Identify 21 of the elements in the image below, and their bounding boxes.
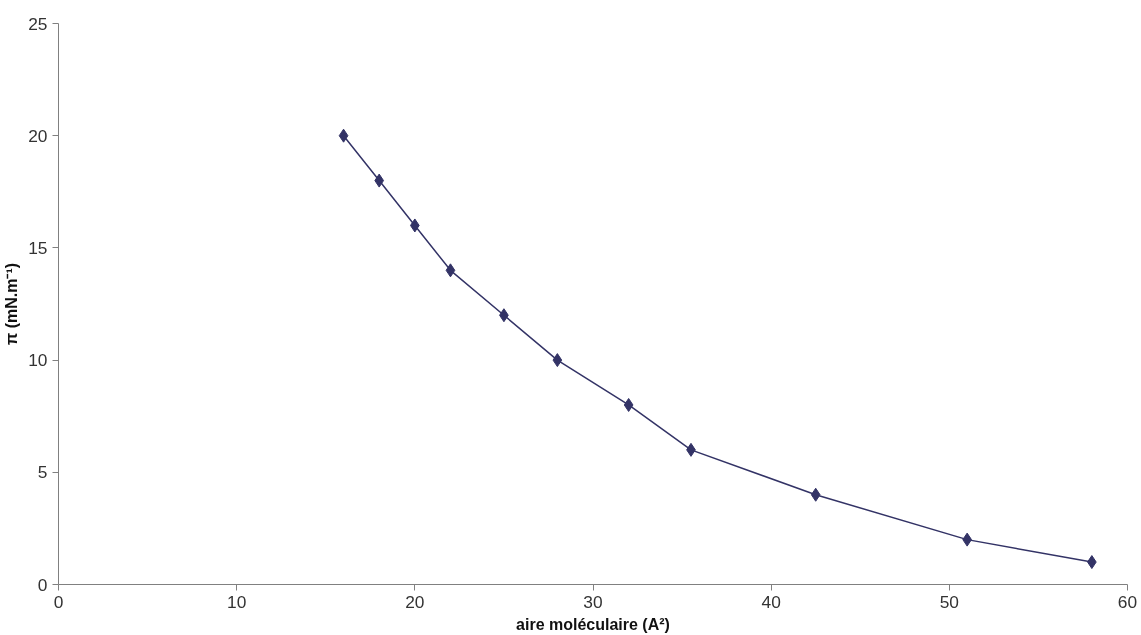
y-tick-label: 20 xyxy=(28,125,48,146)
point xyxy=(445,263,456,278)
y-tick-label: 10 xyxy=(28,350,48,371)
y-axis-title: π (mN.m⁻¹) xyxy=(3,262,21,346)
x-tick-label: 30 xyxy=(583,591,603,612)
x-tick-label: 0 xyxy=(53,591,64,612)
x-axis-title: aire moléculaire (A²) xyxy=(516,615,670,633)
x-tick-label: 50 xyxy=(939,591,959,612)
y-tick-label: 25 xyxy=(28,13,48,34)
y-tick-label: 15 xyxy=(28,237,48,258)
x-tick-label: 60 xyxy=(1117,591,1138,612)
point xyxy=(810,487,821,502)
point xyxy=(374,173,385,188)
y-tick-label: 0 xyxy=(37,574,48,595)
x-tick-label: 20 xyxy=(405,591,425,612)
point xyxy=(552,353,563,368)
x-tick-label: 40 xyxy=(761,591,781,612)
x-tick-label: 10 xyxy=(227,591,247,612)
point xyxy=(623,397,634,412)
point xyxy=(338,128,349,143)
y-tick-label: 5 xyxy=(37,462,48,483)
